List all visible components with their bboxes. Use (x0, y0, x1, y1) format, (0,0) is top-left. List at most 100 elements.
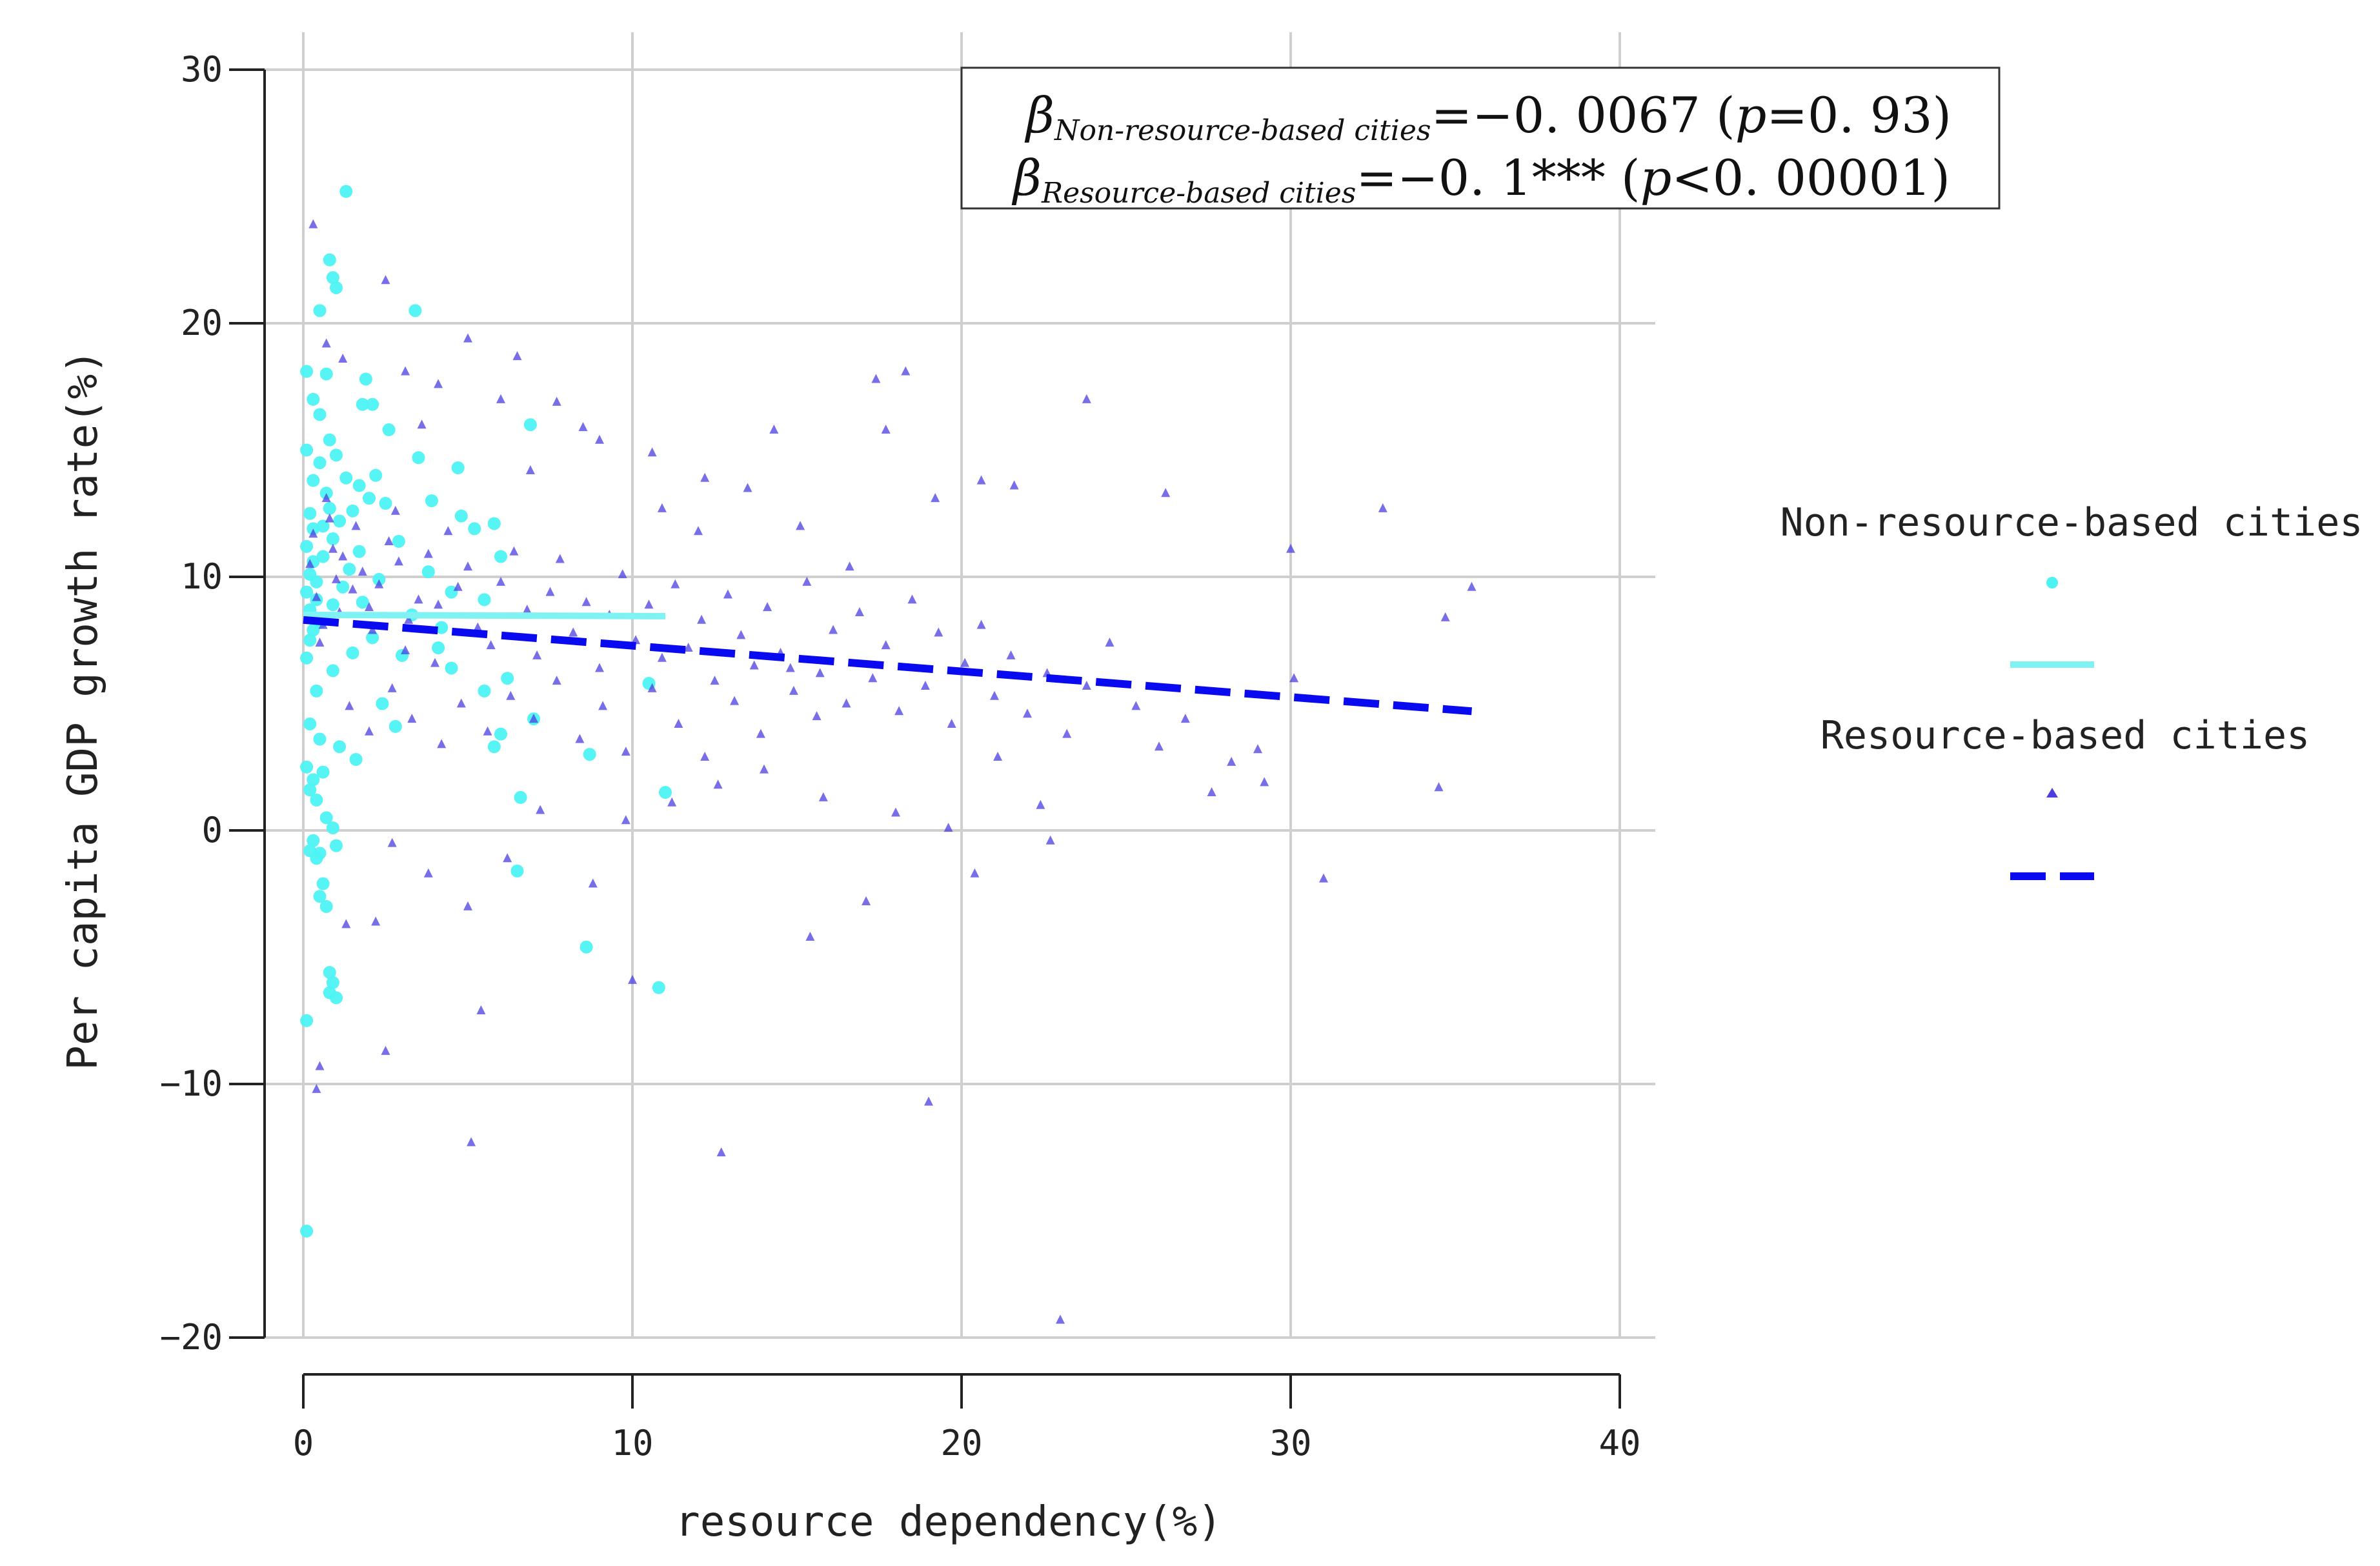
point-non-resource (326, 976, 339, 989)
point-non-resource (326, 664, 339, 678)
point-non-resource (346, 504, 359, 517)
point-non-resource (300, 1224, 314, 1238)
point-resource (621, 815, 630, 825)
point-resource (694, 526, 703, 536)
point-resource (1045, 835, 1055, 845)
point-non-resource (330, 839, 343, 852)
point-resource (463, 561, 472, 571)
fit-line-resource (303, 616, 1472, 716)
point-non-resource (303, 783, 317, 797)
point-resource (818, 792, 828, 801)
annotation-rest-2: <0. 00001) (1671, 149, 1950, 206)
point-resource (503, 853, 512, 863)
point-resource (321, 338, 331, 348)
point-non-resource (326, 821, 339, 835)
point-resource (815, 668, 825, 678)
point-resource (1467, 581, 1477, 591)
point-resource (486, 640, 496, 650)
point-resource (723, 589, 732, 599)
point-resource (943, 823, 953, 832)
point-resource (473, 622, 483, 632)
point-resource (947, 718, 956, 728)
point-non-resource (313, 890, 327, 903)
point-resource (657, 503, 667, 512)
point-resource (371, 916, 381, 926)
point-resource (618, 569, 627, 579)
point-resource (434, 599, 443, 609)
legend: Non-resource-based cities Resource-based… (1780, 500, 2363, 880)
y-tick-label: −10 (159, 1063, 223, 1104)
point-non-resource (366, 397, 379, 411)
point-non-resource (366, 631, 379, 645)
point-non-resource (494, 727, 507, 741)
point-resource (581, 597, 591, 607)
point-resource (308, 219, 318, 228)
point-resource (1289, 673, 1299, 683)
fit-lines (303, 611, 1472, 716)
point-non-resource (300, 365, 314, 378)
tick-labels: −20 −10 0 10 20 30 0 10 20 30 40 (159, 49, 1640, 1463)
point-non-resource (478, 684, 491, 698)
point-non-resource (339, 185, 353, 198)
point-non-resource (369, 468, 383, 482)
x-tick-label: 20 (940, 1423, 982, 1463)
point-non-resource (425, 494, 438, 508)
annotation-value-2: =−0. 1*** ( (1356, 149, 1640, 206)
point-resource (552, 396, 561, 406)
point-resource (760, 764, 769, 774)
point-non-resource (300, 585, 314, 599)
point-resource (931, 493, 940, 503)
point-resource (532, 650, 542, 659)
point-non-resource (313, 732, 327, 746)
point-non-resource (307, 773, 320, 787)
point-resource (789, 685, 798, 695)
annotation-sub-1: Non-resource-based cities (1054, 114, 1431, 147)
point-non-resource (432, 641, 445, 655)
point-non-resource (343, 563, 356, 576)
point-resource (868, 673, 878, 683)
point-resource (1105, 637, 1114, 647)
point-resource (628, 974, 637, 984)
point-non-resource (468, 522, 481, 536)
point-resource (1006, 650, 1016, 659)
point-resource (595, 663, 604, 672)
point-non-resource (514, 790, 527, 804)
point-resource (390, 505, 400, 515)
annotation-frame (960, 66, 2001, 210)
point-non-resource (323, 433, 336, 447)
point-non-resource (326, 271, 339, 285)
y-axis-title: Per capita GDP growth rate(%) (59, 349, 107, 1070)
point-resource (453, 581, 463, 591)
point-resource (315, 1061, 325, 1070)
point-non-resource (326, 532, 339, 546)
data-points (300, 185, 1477, 1324)
point-resource (423, 868, 433, 878)
point-resource (730, 696, 740, 705)
point-non-resource (523, 418, 537, 432)
point-resource (509, 546, 519, 556)
point-non-resource (307, 392, 320, 406)
point-resource (325, 513, 334, 523)
point-non-resource (445, 661, 458, 675)
point-non-resource (352, 545, 366, 558)
point-resource (522, 605, 532, 614)
axes (229, 68, 1621, 1409)
point-resource (1082, 680, 1091, 690)
point-non-resource (319, 367, 333, 381)
point-resource (829, 625, 838, 634)
point-resource (483, 726, 492, 736)
point-resource (1260, 777, 1269, 787)
point-resource (338, 354, 348, 363)
point-resource (785, 663, 795, 672)
point-non-resource (310, 793, 323, 807)
point-resource (881, 640, 891, 650)
point-resource (358, 567, 367, 576)
point-resource (1009, 480, 1019, 490)
point-resource (1440, 612, 1450, 621)
x-tick-label: 40 (1598, 1423, 1640, 1463)
point-non-resource (359, 372, 372, 386)
point-non-resource (307, 474, 320, 487)
point-resource (529, 714, 538, 723)
point-resource (381, 275, 390, 285)
point-resource (683, 643, 693, 652)
